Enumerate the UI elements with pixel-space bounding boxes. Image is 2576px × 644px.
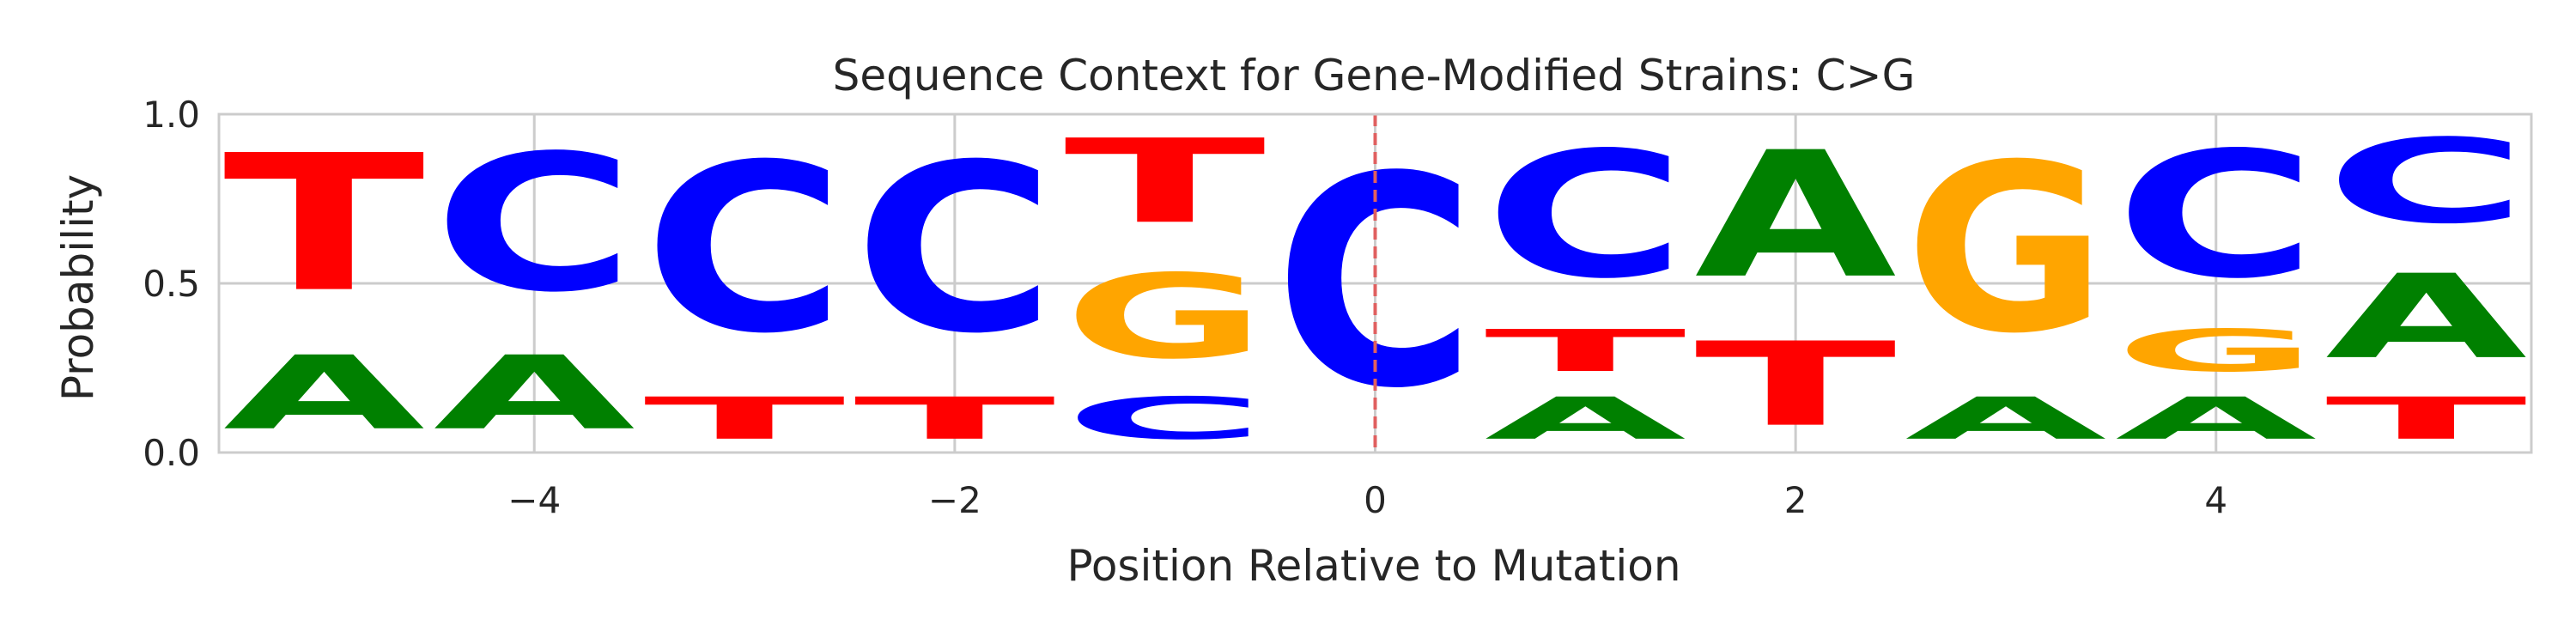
logo-letter-c: C (1064, 385, 1266, 453)
logo-letter-c: C (434, 114, 635, 333)
logo-letter-c: C (2325, 114, 2527, 249)
logo-letter-t: T (854, 385, 1055, 452)
logo-letter-a: A (2115, 385, 2317, 452)
logo-letter-t: T (1695, 318, 1899, 453)
logo-letter-c: C (644, 114, 846, 384)
logo-letter-t: T (2325, 385, 2527, 452)
y-tick-labels: 0.0 0.5 1.0 (143, 94, 200, 474)
logo-letter-t: T (1485, 318, 1686, 385)
logo-letter-a: A (1485, 385, 1686, 452)
logo-letter-a: A (434, 335, 635, 453)
y-axis-label: Probability (53, 174, 103, 401)
x-tick-label: 2 (1784, 479, 1807, 521)
y-tick-label: 0.5 (143, 263, 200, 305)
x-tick-label: −2 (928, 479, 981, 521)
y-tick-label: 0.0 (143, 432, 200, 474)
logo-letter-c: C (1485, 115, 1686, 317)
logo-letter-c: C (854, 114, 1055, 384)
plot-frame (217, 112, 2533, 454)
logo-letter-t: T (223, 115, 427, 334)
logo-letter-g: G (1064, 250, 1266, 385)
chart-title: Sequence Context for Gene-Modified Strai… (833, 51, 1916, 100)
x-tick-labels: −4 −2 0 2 4 (507, 479, 2227, 521)
x-tick-label: 0 (1364, 479, 1387, 521)
x-axis-label: Position Relative to Mutation (1066, 541, 1680, 591)
logo-letter-t: T (644, 385, 846, 452)
x-tick-label: 4 (2204, 479, 2227, 521)
logo-letter-a: A (1695, 115, 1899, 317)
logo-letter-g: G (1905, 114, 2106, 384)
y-tick-label: 1.0 (143, 94, 200, 136)
logo-letter-a: A (223, 335, 425, 453)
logo-letter-t: T (1064, 114, 1267, 249)
logo-letter-g: G (2115, 318, 2317, 385)
x-tick-label: −4 (507, 479, 561, 521)
logo-letter-c: C (2115, 115, 2317, 317)
logo-letter-a: A (1905, 385, 2106, 452)
logo-letter-a: A (2325, 250, 2527, 385)
